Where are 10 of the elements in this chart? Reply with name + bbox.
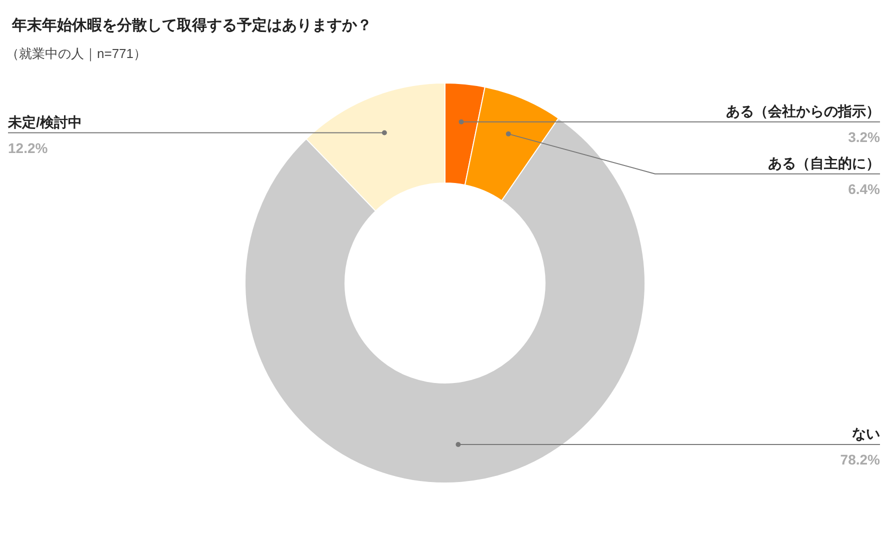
slice-label: ある（会社からの指示） bbox=[726, 102, 880, 119]
chart-subtitle: （就業中の人｜n=771） bbox=[6, 46, 147, 62]
slice-label: ある（自主的に） bbox=[768, 154, 880, 171]
chart-title: 年末年始休暇を分散して取得する予定はありますか？ bbox=[11, 16, 372, 34]
slice-label: ない bbox=[852, 425, 880, 442]
data-label: 12.2% bbox=[8, 140, 48, 156]
data-label: 78.2% bbox=[840, 451, 881, 468]
data-label: 6.4% bbox=[848, 180, 881, 197]
data-label: 3.2% bbox=[848, 128, 881, 145]
slice-label: 未定/検討中 bbox=[7, 114, 82, 130]
